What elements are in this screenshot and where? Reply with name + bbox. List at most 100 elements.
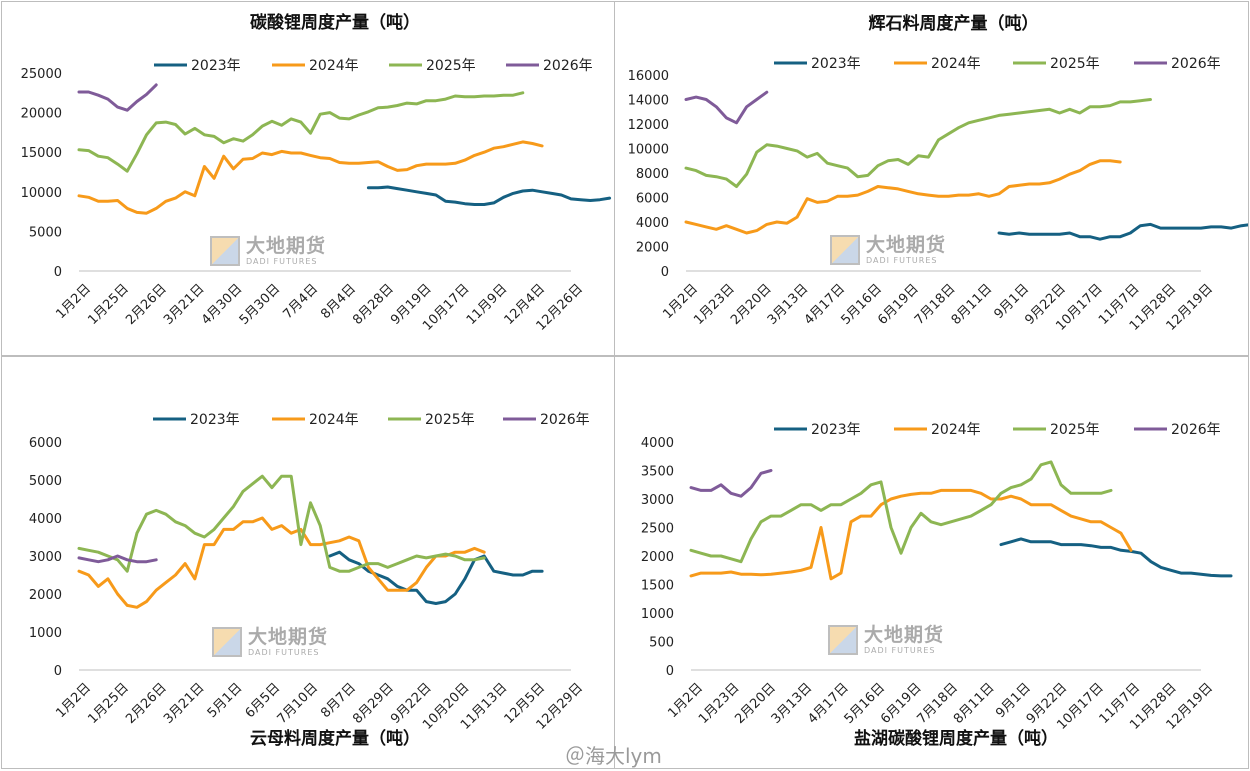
- y-tick-label: 2000: [29, 588, 62, 603]
- x-tick-label: 1月25日: [85, 680, 132, 727]
- x-tick-label: 2月26日: [123, 680, 170, 727]
- series-line-2023: [366, 185, 612, 206]
- series-line-2025: [684, 98, 1152, 188]
- legend-label-2023: 2023年: [190, 412, 240, 428]
- series-line-2026: [77, 554, 158, 564]
- legend-label-2023: 2023年: [811, 56, 861, 72]
- y-tick-label: 2500: [641, 522, 674, 537]
- x-tick-label: 3月21日: [161, 680, 208, 727]
- legend-label-2024: 2024年: [309, 412, 359, 428]
- series-line-2023: [997, 222, 1248, 241]
- weibo-watermark: ＠海大lym: [565, 744, 662, 768]
- series-line-2025: [77, 91, 525, 173]
- x-tick-label: 2月26日: [123, 281, 170, 328]
- y-tick-label: 12000: [628, 118, 669, 133]
- watermark-cn: 大地期货: [864, 623, 945, 646]
- chart-panel-salt-lake: 大地期货 DADI FUTURES 盐湖碳酸锂周度产量（吨） 0 500 1000 150…: [614, 356, 1249, 769]
- chart-title: 碳酸锂周度产量（吨）: [250, 12, 420, 33]
- x-tick-label: 1月25日: [85, 281, 132, 328]
- chart-title: 盐湖碳酸锂周度产量（吨）: [854, 728, 1058, 749]
- series-line-2025: [689, 460, 1113, 564]
- y-tick-label: 14000: [628, 94, 669, 109]
- y-tick-label: 16000: [628, 69, 669, 84]
- y-tick-label: 0: [54, 664, 62, 679]
- series-line-2024: [689, 488, 1133, 581]
- legend-label-2025: 2025年: [1050, 56, 1100, 72]
- y-tick-label: 4000: [29, 512, 62, 527]
- watermark-en: DADI FUTURES: [864, 645, 936, 655]
- y-tick-label: 5000: [29, 474, 62, 489]
- watermark-en: DADI FUTURES: [248, 647, 320, 657]
- series-line-2023: [328, 550, 544, 605]
- x-tick-label: 5月1日: [205, 680, 246, 721]
- legend-label-2025: 2025年: [1050, 422, 1100, 438]
- chart-panel-spodumene: 大地期货 DADI FUTURES 辉石料周度产量（吨） 0 2000 4000 6000…: [614, 1, 1249, 356]
- series-line-2024: [77, 140, 544, 215]
- y-tick-label: 4000: [641, 436, 674, 451]
- legend-label-2024: 2024年: [931, 422, 981, 438]
- series-line-2024: [77, 516, 486, 609]
- legend-label-2026: 2026年: [1171, 422, 1221, 438]
- x-tick-label: 4月30日: [199, 281, 246, 328]
- y-tick-label: 10000: [21, 186, 62, 201]
- chart-svg-lithium-carbonate: 碳酸锂周度产量（吨）05000100001500020000250001月2日1…: [21, 12, 612, 334]
- x-tick-label: 7月4日: [280, 281, 321, 322]
- legend-label-2025: 2025年: [425, 412, 475, 428]
- watermark-cn: 大地期货: [248, 625, 329, 648]
- x-tick-label: 5月30日: [237, 281, 284, 328]
- x-tick-label: 8月11日: [951, 680, 998, 727]
- y-tick-label: 6000: [636, 192, 669, 207]
- y-tick-label: 3500: [641, 465, 674, 480]
- legend-label-2025: 2025年: [426, 58, 476, 74]
- chart-title: 辉石料周度产量（吨）: [869, 13, 1039, 34]
- y-tick-label: 1000: [641, 607, 674, 622]
- dadi-watermark: 大地期货 DADI FUTURES: [210, 236, 326, 266]
- legend-label-2026: 2026年: [1171, 56, 1221, 72]
- dadi-watermark: 大地期货 DADI FUTURES: [828, 625, 944, 655]
- y-tick-label: 15000: [21, 146, 62, 161]
- watermark-cn: 大地期货: [866, 233, 947, 256]
- dadi-logo-icon: [210, 236, 240, 266]
- dadi-logo-icon: [828, 625, 858, 655]
- chart-title: 云母料周度产量（吨）: [250, 728, 420, 749]
- x-tick-label: 11月9日: [464, 281, 511, 328]
- dadi-logo-icon: [830, 235, 860, 265]
- chart-svg-lepidolite: 云母料周度产量（吨）01000200030004000500060001月2日1…: [29, 412, 590, 749]
- y-tick-label: 10000: [628, 143, 669, 158]
- x-tick-label: 3月21日: [161, 281, 208, 328]
- chart-svg-spodumene: 辉石料周度产量（吨） 0 2000 4000 6000 8000 10000 12000 140…: [628, 13, 1248, 334]
- chart-svg-salt-lake: 盐湖碳酸锂周度产量（吨） 0 500 1000 1500 2000 2500 3000 3500…: [641, 422, 1233, 749]
- series-line-2026: [77, 83, 158, 112]
- y-tick-label: 0: [661, 265, 669, 280]
- y-tick-label: 0: [666, 664, 674, 679]
- dadi-watermark: 大地期货 DADI FUTURES: [830, 235, 946, 265]
- watermark-en: DADI FUTURES: [246, 256, 318, 266]
- legend-label-2026: 2026年: [540, 412, 590, 428]
- dadi-logo-icon: [212, 627, 242, 657]
- y-tick-label: 3000: [641, 493, 674, 508]
- watermark-en: DADI FUTURES: [866, 255, 938, 265]
- dadi-watermark: 大地期货 DADI FUTURES: [212, 627, 328, 657]
- series-line-2025: [77, 474, 486, 573]
- y-tick-label: 1500: [641, 579, 674, 594]
- series-line-2024: [684, 159, 1122, 235]
- y-tick-label: 8000: [636, 167, 669, 182]
- y-tick-label: 1000: [29, 626, 62, 641]
- y-tick-label: 5000: [29, 225, 62, 240]
- x-tick-label: 7月10日: [275, 680, 322, 727]
- y-tick-label: 0: [54, 265, 62, 280]
- watermark-cn: 大地期货: [246, 234, 327, 257]
- series-line-2023: [999, 537, 1233, 578]
- x-tick-label: 8月29日: [350, 680, 397, 727]
- y-tick-label: 6000: [29, 436, 62, 451]
- legend-label-2024: 2024年: [309, 58, 359, 74]
- legend-label-2026: 2026年: [543, 58, 593, 74]
- y-tick-label: 500: [649, 636, 674, 651]
- y-tick-label: 4000: [636, 216, 669, 231]
- chart-panel-lithium-carbonate: 大地期货 DADI FUTURES 碳酸锂周度产量（吨） 0 5000 10000 150…: [1, 1, 615, 356]
- legend-label-2024: 2024年: [931, 56, 981, 72]
- x-tick-label: 8月28日: [350, 281, 397, 328]
- x-tick-label: 8月11日: [949, 281, 996, 328]
- series-line-2026: [689, 469, 773, 498]
- legend-label-2023: 2023年: [811, 422, 861, 438]
